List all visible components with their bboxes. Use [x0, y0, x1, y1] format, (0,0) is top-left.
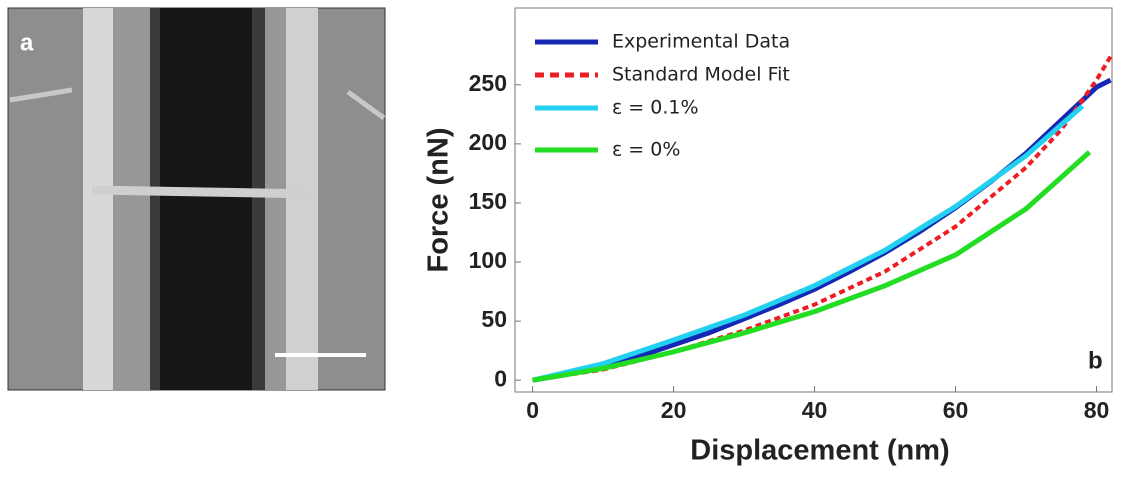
legend-label: ε = 0%: [612, 139, 680, 161]
nanowire: [91, 185, 316, 199]
x-axis-label: Displacement (nm): [690, 435, 949, 467]
trench: [160, 8, 252, 390]
x-tick-label: 0: [526, 397, 539, 423]
micrograph: a: [7, 7, 386, 391]
y-tick-label: 150: [469, 188, 507, 214]
legend-label: ε = 0.1%: [612, 97, 699, 119]
electrode: [83, 8, 113, 390]
nanowire: [346, 89, 386, 121]
x-tick-label: 20: [661, 397, 687, 423]
y-tick-label: 100: [469, 247, 507, 273]
panel-label: b: [1088, 347, 1103, 374]
panel-label: a: [20, 29, 34, 56]
y-tick-label: 50: [481, 306, 507, 332]
nanowire: [9, 87, 73, 103]
x-tick-label: 80: [1084, 397, 1110, 423]
series-line: [532, 55, 1113, 383]
series-line: [532, 77, 1112, 383]
y-tick-label: 0: [494, 365, 507, 391]
region: [112, 8, 152, 390]
y-tick-label: 200: [469, 129, 507, 155]
series-line: [532, 150, 1092, 383]
y-tick-label: 250: [469, 70, 507, 96]
legend-label: Experimental Data: [612, 31, 790, 53]
electrode: [286, 8, 318, 390]
y-axis-label: Force (nN): [423, 128, 455, 273]
x-tick-label: 60: [943, 397, 969, 423]
series-line: [532, 104, 1085, 383]
legend-label: Standard Model Fit: [612, 64, 790, 86]
plot-frame: [514, 7, 1113, 393]
x-tick-label: 40: [802, 397, 828, 423]
